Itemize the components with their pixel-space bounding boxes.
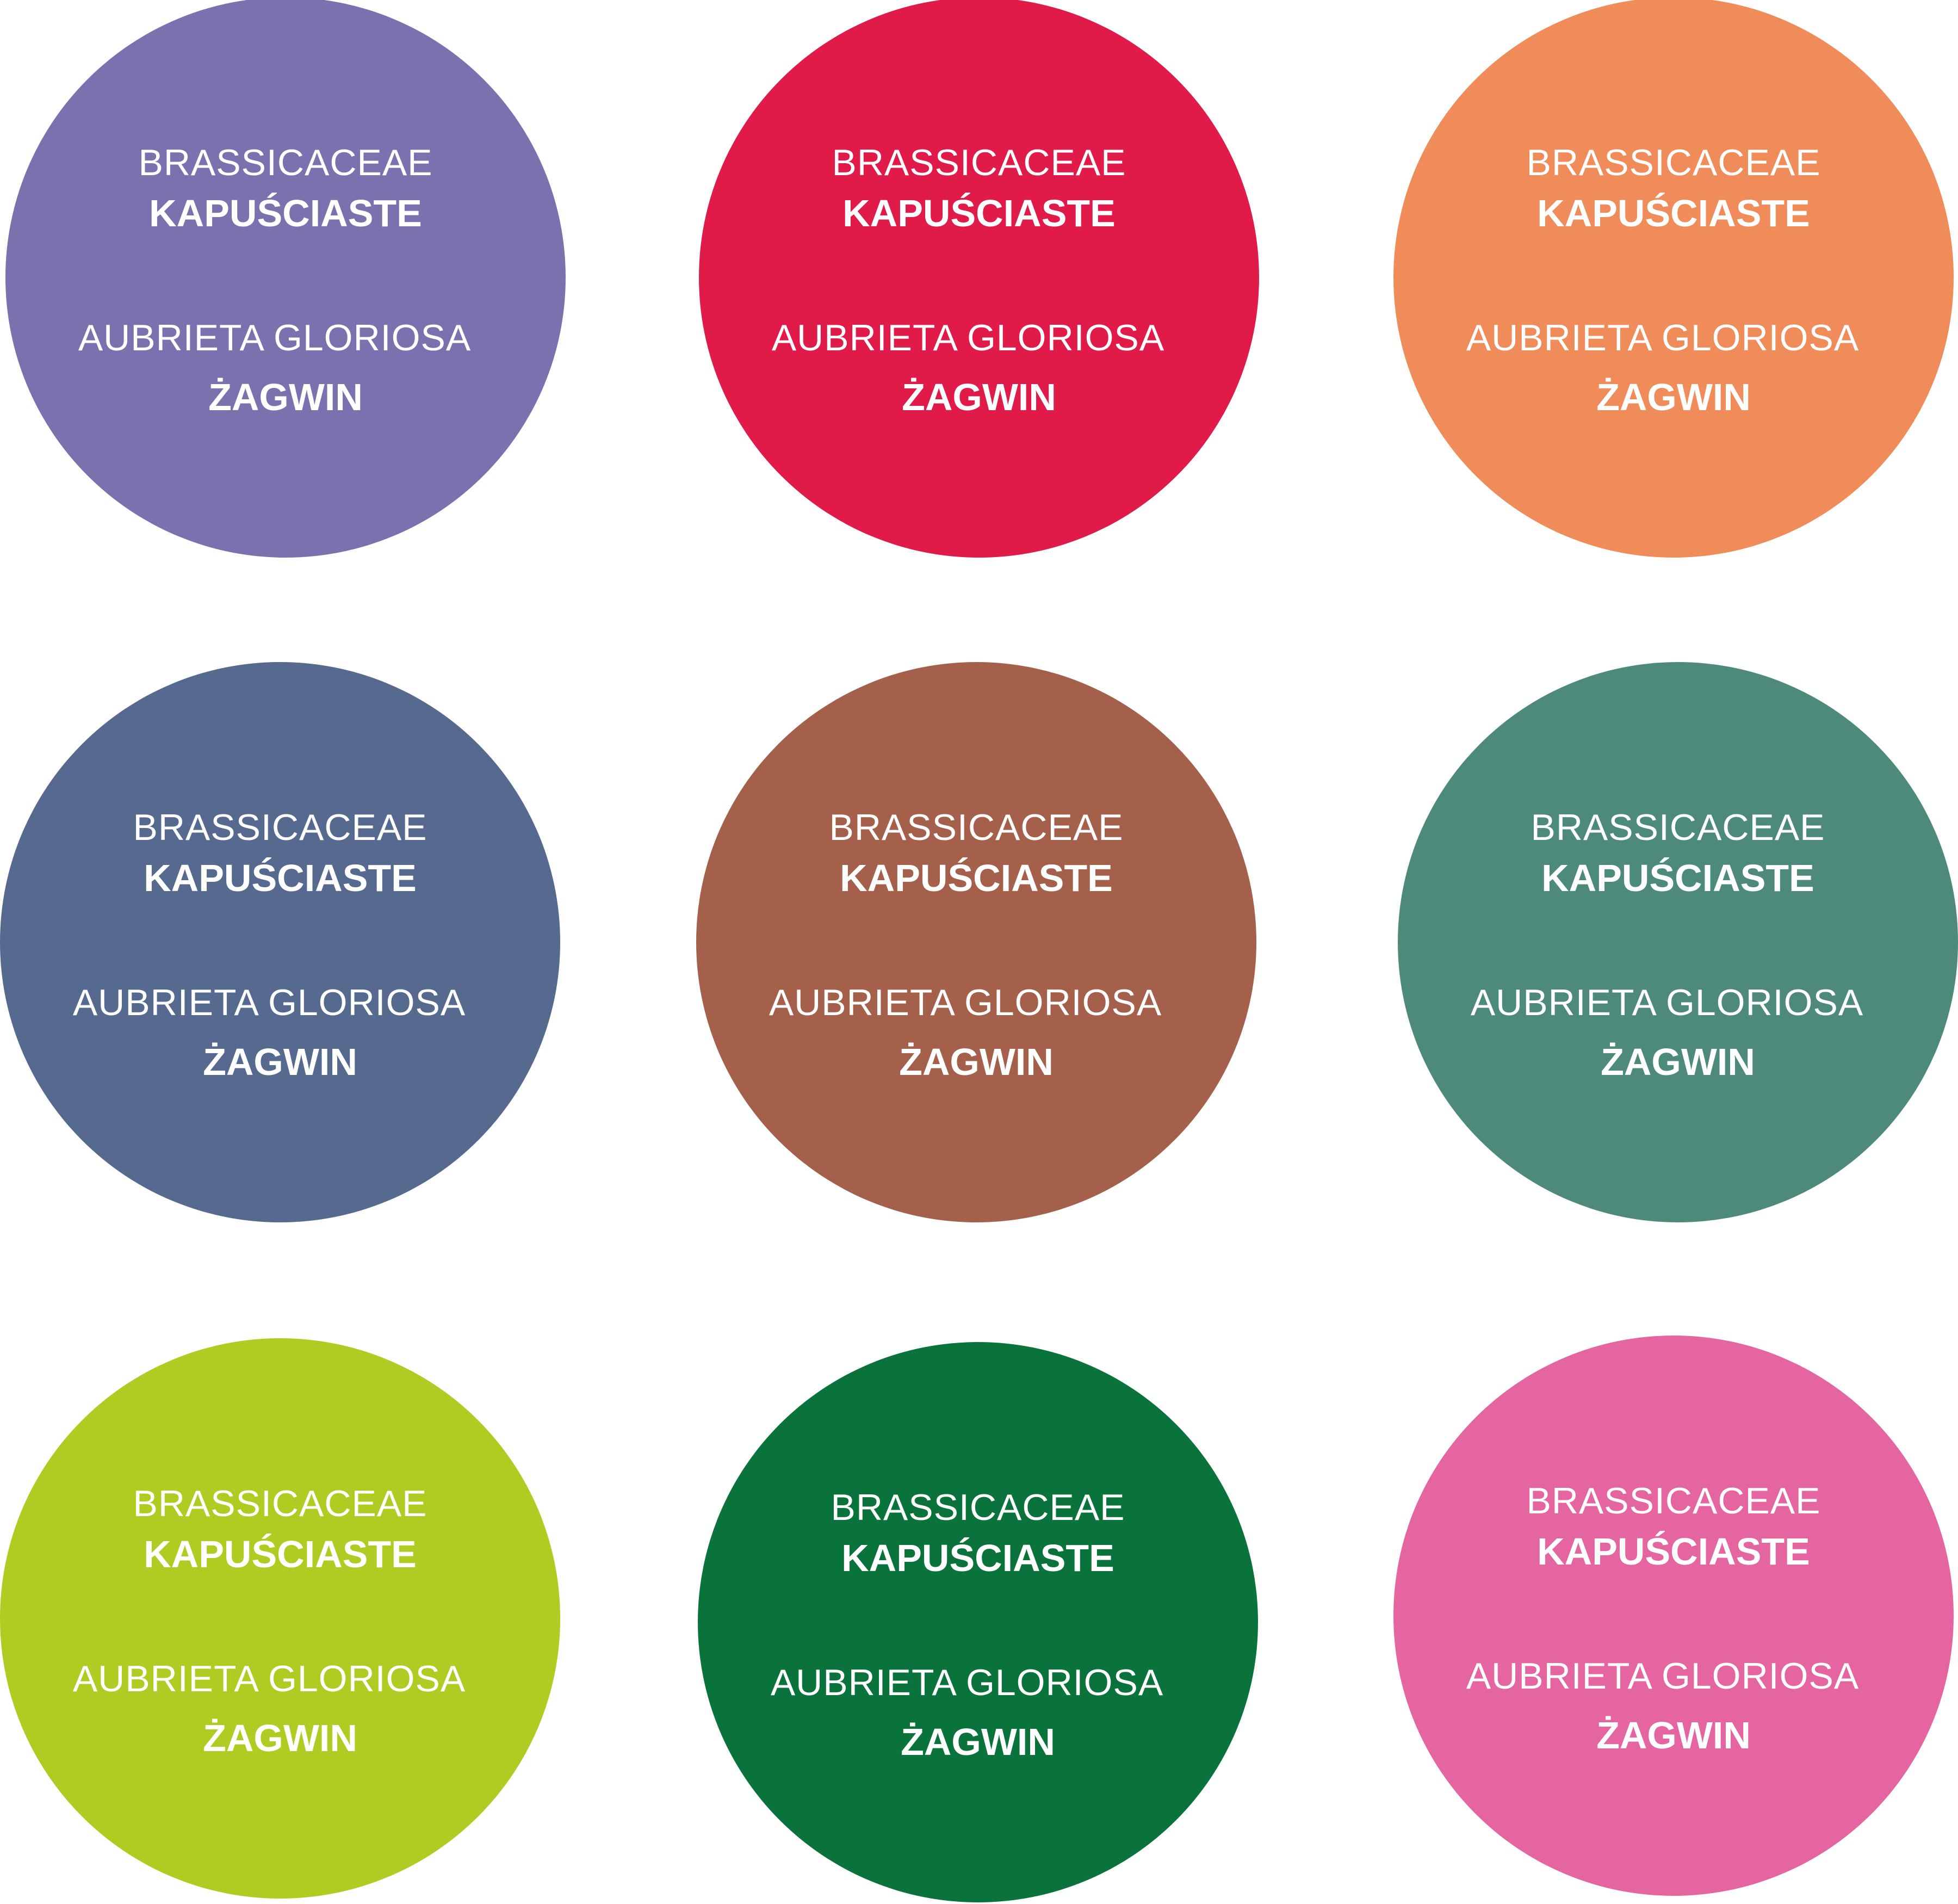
species-polish-name: ŻAGWIN (208, 376, 363, 418)
species-polish-name: ŻAGWIN (203, 1041, 357, 1083)
family-polish-name: KAPUŚCIASTE (842, 192, 1116, 234)
family-latin-name: BRASSICACEAE (831, 1487, 1125, 1528)
plant-label-circle-9: BRASSICACEAE KAPUŚCIASTE AUBRIETA GLORIO… (1393, 1336, 1954, 1896)
species-latin-name: AUBRIETA GLORIOSA (1466, 317, 1860, 358)
plant-label-circle-1: BRASSICACEAE KAPUŚCIASTE AUBRIETA GLORIO… (5, 0, 566, 558)
species-polish-name: ŻAGWIN (1601, 1041, 1755, 1083)
species-polish-name: ŻAGWIN (203, 1717, 357, 1759)
species-polish-name: ŻAGWIN (1596, 1714, 1751, 1757)
family-polish-name: KAPUŚCIASTE (144, 1533, 417, 1575)
plant-label-circle-2: BRASSICACEAE KAPUŚCIASTE AUBRIETA GLORIO… (699, 0, 1259, 558)
plant-label-circle-7: BRASSICACEAE KAPUŚCIASTE AUBRIETA GLORIO… (0, 1338, 560, 1899)
family-latin-name: BRASSICACEAE (138, 142, 433, 183)
species-latin-name: AUBRIETA GLORIOSA (72, 982, 466, 1023)
plant-label-circle-5: BRASSICACEAE KAPUŚCIASTE AUBRIETA GLORIO… (696, 662, 1256, 1222)
family-polish-name: KAPUŚCIASTE (1541, 857, 1814, 899)
species-polish-name: ŻAGWIN (901, 1721, 1055, 1763)
species-latin-name: AUBRIETA GLORIOSA (72, 1658, 466, 1699)
family-latin-name: BRASSICACEAE (832, 142, 1126, 183)
species-latin-name: AUBRIETA GLORIOSA (1470, 982, 1864, 1023)
family-latin-name: BRASSICACEAE (829, 807, 1124, 848)
family-polish-name: KAPUŚCIASTE (144, 857, 417, 899)
species-latin-name: AUBRIETA GLORIOSA (770, 1662, 1164, 1703)
plant-label-circle-3: BRASSICACEAE KAPUŚCIASTE AUBRIETA GLORIO… (1393, 0, 1954, 558)
species-latin-name: AUBRIETA GLORIOSA (771, 317, 1165, 358)
family-polish-name: KAPUŚCIASTE (841, 1537, 1114, 1579)
species-polish-name: ŻAGWIN (1596, 376, 1751, 418)
plant-label-circle-6: BRASSICACEAE KAPUŚCIASTE AUBRIETA GLORIO… (1398, 662, 1958, 1222)
species-latin-name: AUBRIETA GLORIOSA (78, 317, 472, 358)
family-polish-name: KAPUŚCIASTE (1537, 1530, 1810, 1573)
family-latin-name: BRASSICACEAE (1526, 142, 1821, 183)
family-polish-name: KAPUŚCIASTE (1537, 192, 1810, 234)
family-latin-name: BRASSICACEAE (1526, 1480, 1821, 1522)
plant-label-circle-4: BRASSICACEAE KAPUŚCIASTE AUBRIETA GLORIO… (0, 662, 560, 1222)
family-polish-name: KAPUŚCIASTE (149, 192, 422, 234)
family-latin-name: BRASSICACEAE (133, 1483, 427, 1524)
family-latin-name: BRASSICACEAE (1531, 807, 1825, 848)
family-polish-name: KAPUŚCIASTE (840, 857, 1113, 899)
species-polish-name: ŻAGWIN (902, 376, 1056, 418)
species-latin-name: AUBRIETA GLORIOSA (769, 982, 1162, 1023)
species-polish-name: ŻAGWIN (899, 1041, 1054, 1083)
family-latin-name: BRASSICACEAE (133, 807, 427, 848)
plant-label-circle-8: BRASSICACEAE KAPUŚCIASTE AUBRIETA GLORIO… (698, 1342, 1258, 1902)
species-latin-name: AUBRIETA GLORIOSA (1466, 1655, 1860, 1697)
